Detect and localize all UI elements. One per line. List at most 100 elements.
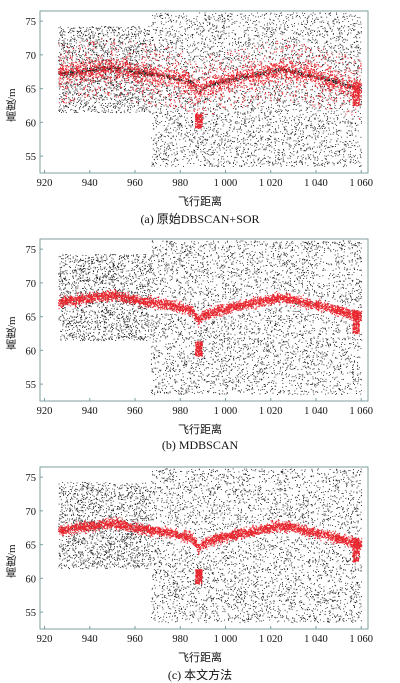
data-point bbox=[122, 104, 124, 105]
data-point bbox=[118, 41, 119, 43]
data-point bbox=[188, 72, 189, 73]
data-point bbox=[107, 54, 109, 56]
data-point bbox=[332, 54, 334, 56]
data-point bbox=[327, 116, 329, 118]
data-point bbox=[220, 93, 221, 95]
data-point bbox=[271, 94, 273, 96]
data-point bbox=[224, 117, 226, 118]
data-point bbox=[153, 43, 155, 45]
data-point bbox=[213, 29, 215, 30]
data-point bbox=[239, 146, 241, 148]
data-point bbox=[175, 21, 177, 23]
data-point bbox=[211, 146, 213, 148]
data-point bbox=[210, 27, 212, 29]
data-point bbox=[332, 37, 334, 39]
data-point bbox=[204, 73, 205, 75]
data-point bbox=[103, 80, 105, 82]
data-point bbox=[246, 131, 248, 133]
data-point bbox=[254, 35, 256, 37]
data-point bbox=[337, 138, 339, 140]
data-point bbox=[76, 82, 78, 84]
data-point bbox=[339, 141, 341, 143]
data-point bbox=[82, 38, 84, 40]
data-point bbox=[202, 125, 204, 127]
data-point bbox=[109, 46, 111, 48]
data-point bbox=[132, 86, 134, 88]
data-point bbox=[194, 43, 196, 45]
data-point bbox=[133, 40, 135, 42]
data-point bbox=[170, 137, 172, 139]
data-point bbox=[268, 39, 269, 40]
data-point bbox=[237, 138, 239, 139]
data-point bbox=[343, 49, 345, 50]
data-point bbox=[258, 149, 260, 151]
data-point bbox=[152, 75, 154, 76]
data-point bbox=[103, 59, 105, 60]
data-point bbox=[215, 165, 217, 166]
data-point bbox=[186, 49, 188, 51]
data-point bbox=[104, 78, 106, 80]
data-point bbox=[176, 128, 178, 130]
data-point bbox=[98, 39, 100, 41]
data-point bbox=[253, 159, 255, 161]
data-point bbox=[205, 130, 207, 132]
data-point bbox=[138, 92, 140, 93]
data-point bbox=[280, 24, 282, 26]
data-point bbox=[256, 138, 258, 139]
data-point bbox=[129, 39, 130, 41]
data-point bbox=[105, 51, 107, 53]
data-point bbox=[176, 151, 178, 153]
data-point bbox=[224, 135, 226, 137]
data-point bbox=[120, 42, 122, 44]
data-point bbox=[206, 98, 208, 100]
data-point bbox=[58, 40, 60, 42]
data-point bbox=[255, 87, 257, 89]
data-point bbox=[111, 81, 112, 83]
data-point bbox=[356, 37, 358, 39]
data-point bbox=[102, 63, 104, 65]
data-point bbox=[125, 29, 126, 31]
data-point bbox=[270, 136, 271, 137]
data-point bbox=[287, 122, 289, 124]
data-point bbox=[184, 58, 186, 59]
data-point bbox=[320, 104, 322, 106]
data-point bbox=[161, 158, 163, 160]
data-point bbox=[156, 30, 157, 32]
data-point bbox=[167, 31, 169, 32]
data-point bbox=[296, 91, 298, 93]
data-point bbox=[149, 69, 150, 71]
data-point bbox=[304, 82, 306, 84]
data-point bbox=[285, 81, 287, 83]
data-point bbox=[80, 30, 81, 32]
data-point bbox=[334, 60, 336, 62]
data-point bbox=[186, 28, 188, 30]
data-point bbox=[234, 157, 236, 159]
data-point bbox=[294, 52, 295, 54]
data-point bbox=[200, 143, 202, 145]
data-point bbox=[157, 99, 159, 101]
data-point bbox=[209, 104, 211, 105]
data-point bbox=[306, 100, 308, 102]
data-point bbox=[130, 41, 132, 43]
data-point bbox=[302, 12, 303, 14]
data-point bbox=[307, 165, 309, 167]
data-point bbox=[187, 93, 189, 94]
data-point bbox=[179, 100, 180, 102]
data-point bbox=[340, 30, 342, 31]
data-point bbox=[173, 160, 175, 162]
data-point bbox=[112, 30, 114, 32]
data-point bbox=[105, 79, 107, 80]
data-point bbox=[327, 22, 328, 24]
data-point bbox=[255, 35, 257, 37]
data-point bbox=[98, 43, 100, 45]
data-point bbox=[128, 30, 129, 32]
data-point bbox=[340, 162, 341, 164]
data-point bbox=[127, 105, 129, 107]
data-point bbox=[257, 99, 259, 101]
data-point bbox=[307, 22, 308, 24]
data-point bbox=[206, 151, 208, 152]
data-point bbox=[132, 89, 134, 91]
data-point bbox=[353, 50, 355, 52]
data-point bbox=[170, 42, 172, 44]
data-point bbox=[184, 116, 185, 118]
